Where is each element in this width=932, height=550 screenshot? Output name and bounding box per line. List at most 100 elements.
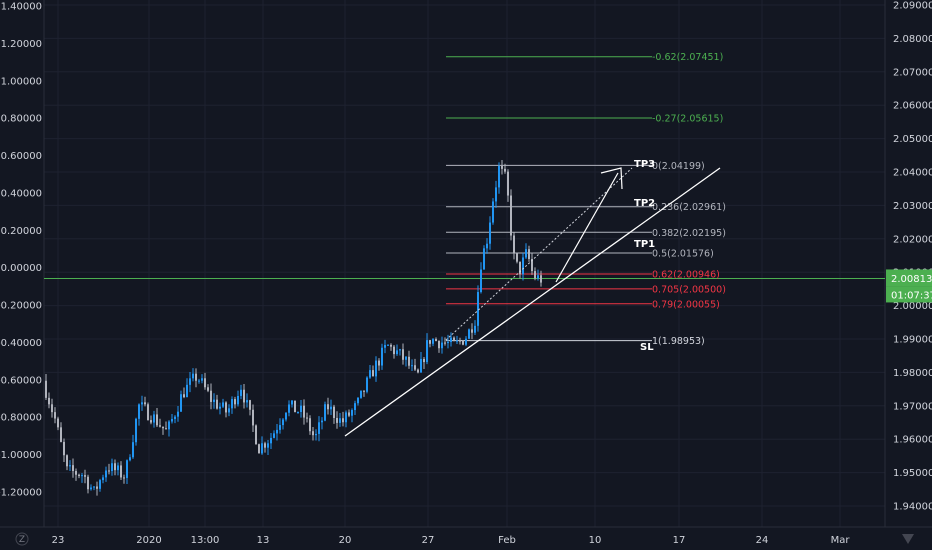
candle-body (279, 425, 281, 430)
x-axis-tick-label: 2020 (136, 535, 161, 546)
target-arrow-head (600, 167, 623, 190)
fib-level-label: 1(1.98953) (652, 336, 705, 347)
current-price-label: 2.00813 (891, 274, 932, 285)
candle-body (84, 475, 86, 477)
right-axis-tick-label: 1.98000 (893, 368, 932, 379)
left-axis[interactable]: 1.40000 1.20000 1.00000 0.80000 0.60000 0.400… (0, 2, 42, 499)
target-arrow-shaft[interactable] (555, 172, 619, 283)
candle-body (231, 399, 233, 409)
left-axis-tick-label: -0.80000 (0, 413, 42, 424)
candle-body (297, 411, 299, 413)
candle-body (189, 378, 191, 385)
right-axis-tick-label: 2.08000 (893, 34, 932, 45)
candle-body (369, 370, 371, 378)
candle-body (216, 399, 218, 409)
candle-body (405, 356, 407, 360)
candle-body (399, 349, 401, 351)
candle-body (177, 411, 179, 417)
candle-body (378, 360, 380, 366)
candle-body (195, 373, 197, 381)
annotation-tp1: TP1 (634, 239, 655, 250)
candles[interactable] (45, 160, 542, 496)
candle-body (342, 418, 344, 423)
candle-body (528, 249, 530, 260)
countdown-tag (886, 286, 932, 303)
fib-retracement[interactable]: -0.62(2.07451) -0.27(2.05615) 0(2.04199) 0.… (446, 52, 726, 353)
right-axis-tick-label: 2.02000 (893, 234, 932, 245)
x-axis[interactable]: 23 2020 13:00 13 20 27 Feb 10 17 24 Mar Z (15, 532, 914, 546)
candle-body (174, 416, 176, 420)
candle-body (417, 369, 419, 373)
candle-body (375, 360, 377, 377)
candle-body (129, 457, 131, 461)
candle-body (531, 259, 533, 272)
candle-body (489, 222, 491, 244)
candle-body (348, 412, 350, 416)
x-axis-tick-label: 23 (52, 535, 65, 546)
candle-body (321, 420, 323, 423)
candle-body (372, 370, 374, 377)
candle-body (420, 358, 422, 373)
candle-body (510, 195, 512, 236)
price-tags: 2.00813 01:07:37 (886, 269, 932, 303)
candle-body (447, 342, 449, 344)
countdown-label: 01:07:37 (891, 290, 932, 301)
candle-body (57, 418, 59, 428)
left-axis-tick-label: -0.60000 (0, 375, 42, 386)
candle-body (168, 421, 170, 430)
candle-body (480, 269, 482, 293)
annotation-tp2: TP2 (634, 198, 655, 209)
current-price-tag (886, 269, 932, 287)
candle-body (102, 477, 104, 481)
candle-body (192, 373, 194, 379)
candle-body (477, 292, 479, 326)
candle-body (435, 339, 437, 341)
candle-body (45, 380, 47, 398)
candle-body (150, 420, 152, 423)
candle-body (117, 465, 119, 471)
grid (0, 0, 932, 528)
candle-body (300, 405, 302, 412)
candle-body (198, 380, 200, 382)
timezone-label: Z (19, 535, 25, 545)
candle-body (291, 400, 293, 405)
candle-body (345, 412, 347, 423)
trend-line[interactable] (344, 167, 721, 437)
drawings[interactable] (344, 167, 721, 437)
candle-body (276, 429, 278, 434)
candle-body (135, 418, 137, 443)
candle-body (534, 271, 536, 279)
candle-body (81, 475, 83, 477)
candle-body (222, 402, 224, 407)
candle-body (213, 399, 215, 402)
candle-body (162, 426, 164, 429)
candle-body (381, 347, 383, 366)
right-axis-tick-label: 2.06000 (893, 101, 932, 112)
right-axis-tick-label: 2.00000 (893, 301, 932, 312)
candle-body (126, 460, 128, 478)
candle-body (294, 400, 296, 413)
candle-body (411, 365, 413, 367)
candle-body (153, 414, 155, 423)
timezone-icon[interactable] (15, 532, 29, 546)
candle-body (75, 471, 77, 475)
candle-body (159, 425, 161, 427)
left-axis-tick-label: 0.60000 (1, 151, 42, 162)
candle-body (105, 470, 107, 478)
x-axis-tick-label: 27 (422, 535, 435, 546)
candle-body (393, 346, 395, 355)
candle-body (60, 427, 62, 442)
candle-body (492, 201, 494, 223)
candle-body (255, 425, 257, 445)
candle-body (264, 443, 266, 448)
fib-level-label: 0.62(2.00946) (652, 270, 720, 281)
left-axis-tick-label: 0.40000 (1, 188, 42, 199)
candle-body (132, 442, 134, 458)
chart-settings-icon[interactable] (902, 534, 914, 544)
candle-body (330, 406, 332, 410)
annotation-tp3: TP3 (634, 159, 655, 170)
candle-body (471, 329, 473, 333)
right-axis-tick-label: 2.03000 (893, 201, 932, 212)
